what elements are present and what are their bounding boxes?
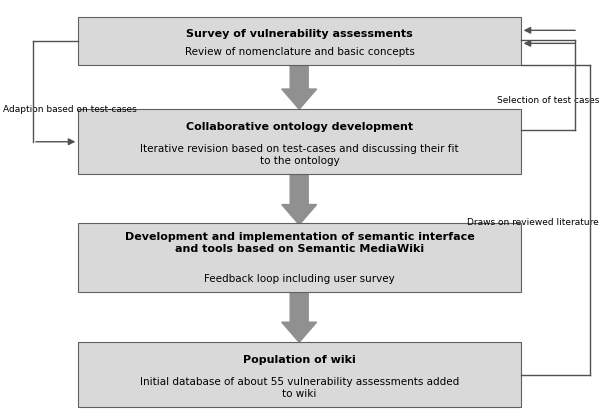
FancyBboxPatch shape (78, 109, 521, 174)
Text: Selection of test cases: Selection of test cases (497, 96, 599, 105)
FancyBboxPatch shape (78, 17, 521, 65)
FancyBboxPatch shape (78, 342, 521, 407)
Polygon shape (282, 292, 317, 342)
Text: Iterative revision based on test-cases and discussing their fit
to the ontology: Iterative revision based on test-cases a… (140, 144, 459, 166)
Polygon shape (282, 65, 317, 109)
Text: Initial database of about 55 vulnerability assessments added
to wiki: Initial database of about 55 vulnerabili… (140, 377, 459, 399)
Polygon shape (282, 174, 317, 225)
Text: Adaption based on test-cases: Adaption based on test-cases (3, 105, 137, 114)
Text: Development and implementation of semantic interface
and tools based on Semantic: Development and implementation of semant… (125, 232, 474, 255)
Text: Draws on reviewed literature: Draws on reviewed literature (467, 218, 599, 227)
Text: Population of wiki: Population of wiki (243, 355, 356, 365)
Text: Review of nomenclature and basic concepts: Review of nomenclature and basic concept… (185, 47, 414, 57)
FancyBboxPatch shape (78, 223, 521, 292)
Text: Survey of vulnerability assessments: Survey of vulnerability assessments (186, 29, 413, 39)
Text: Feedback loop including user survey: Feedback loop including user survey (204, 274, 395, 284)
Text: Collaborative ontology development: Collaborative ontology development (186, 122, 413, 132)
